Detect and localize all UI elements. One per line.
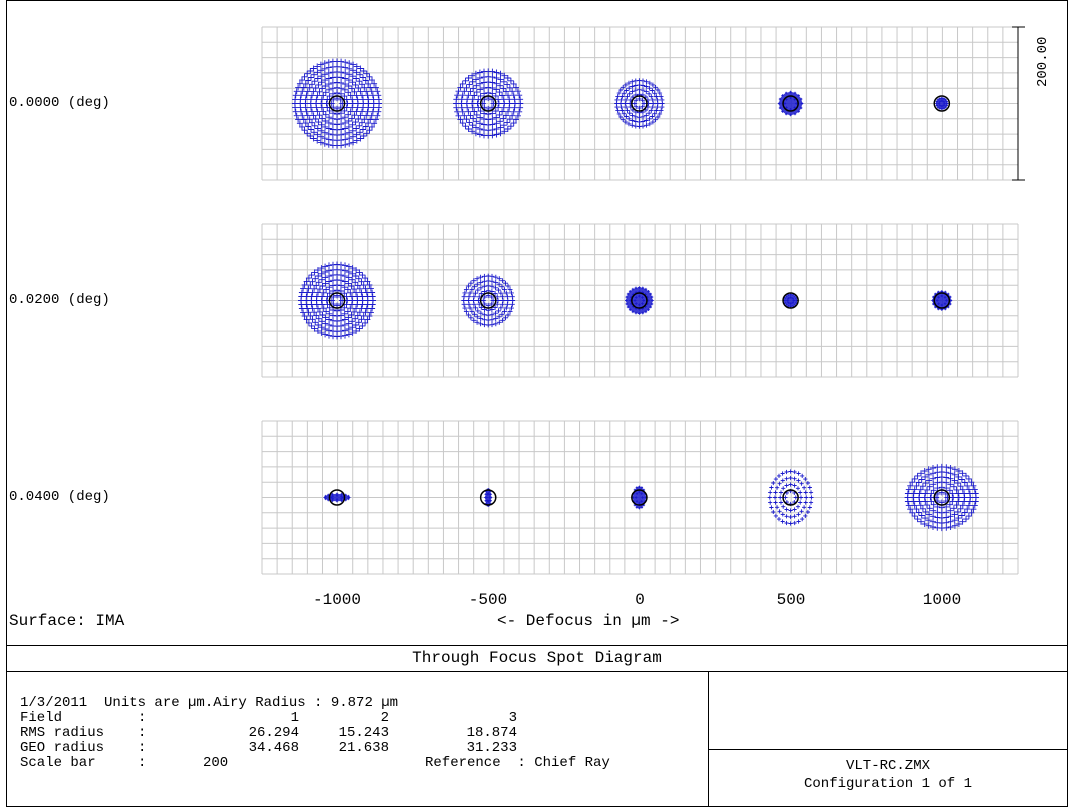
file-name: VLT-RC.ZMX [845,758,930,774]
airy-disk-circle [631,95,648,112]
x-tick-label: 1000 [922,591,962,609]
scale-bar-info: 200 [203,755,229,771]
spot [933,95,951,112]
spot-rays [291,58,383,149]
spot-fill [936,98,948,109]
spot [904,463,979,532]
airy-disk-circle [933,489,951,506]
spot-diagram-plot [261,26,1025,575]
rms-2: 15.243 [338,725,389,741]
spot-rays [935,96,949,111]
x-axis-label: <- Defocus in µm -> [497,612,680,630]
airy-disk-circle [933,292,951,309]
spot-fill [784,294,797,307]
airy-disk-circle [479,95,497,112]
spot [614,78,665,129]
field-1: 1 [290,710,299,726]
field-label-1: 0.0000 (deg) [9,95,110,111]
spot-fill [324,493,350,502]
spot-fill [485,489,491,506]
spot-rays [931,290,953,311]
spot-panel [261,26,1019,181]
spot-rays [904,463,979,532]
airy-disk-circle [782,489,799,506]
spot-rays [323,492,351,503]
field-2: 2 [380,710,389,726]
spot [291,58,383,149]
spot-rays [625,286,654,315]
spot-rays [298,261,376,340]
x-tick-label: -1000 [312,591,362,609]
spot-rays [783,293,798,308]
airy-disk-circle [328,95,346,112]
spot [631,485,648,510]
row-label-geo: GEO radius [20,740,105,756]
spot-rays [631,485,647,510]
spot [625,286,654,315]
row-sep: : [138,740,147,756]
airy-disk-circle [933,95,951,112]
surface-label: Surface: IMA [9,612,125,630]
info-panel: 1/3/2011 Units are µm.Airy Radius : 9.87… [7,671,1067,807]
spot [298,261,376,340]
row-label-scale: Scale bar [20,755,96,771]
reference: Reference : Chief Ray [425,755,610,771]
spot-rays [453,68,524,139]
row-label-field: Field [20,710,63,726]
airy-disk-circle [479,489,497,506]
geo-2: 21.638 [338,740,389,756]
row-sep: : [138,755,147,771]
x-tick-label: -500 [468,591,508,609]
geo-1: 34.468 [248,740,299,756]
chart-title: Through Focus Spot Diagram [412,649,662,667]
spot-fill [932,291,951,310]
spot-rays [461,273,516,328]
x-tick-label: 0 [635,591,645,609]
spot [931,290,953,311]
spot [777,90,804,117]
airy-disk-circle [631,489,648,506]
airy-disk-circle [479,292,497,309]
spot [479,488,497,507]
airy-disk-circle [328,292,346,309]
field-label-3: 0.0400 (deg) [9,489,110,505]
row-sep: : [138,725,147,741]
rms-3: 18.874 [466,725,517,741]
title-bar: Through Focus Spot Diagram [7,645,1067,672]
scale-bar [1012,26,1025,181]
rms-1: 26.294 [248,725,299,741]
airy-disk-circle [782,292,799,309]
geo-3: 31.233 [466,740,517,756]
x-tick-label: 500 [776,591,806,609]
spot-panel [261,223,1019,378]
airy-disk-circle [782,95,799,112]
field-3: 3 [508,710,517,726]
spot [461,273,516,328]
spot [767,469,814,526]
spot [782,292,799,309]
airy-disk-circle [328,489,346,506]
info-divider [708,749,1067,750]
row-sep: : [138,710,147,726]
info-header: 1/3/2011 Units are µm.Airy Radius : 9.87… [20,695,399,711]
spot-fill [632,486,646,509]
configuration: Configuration 1 of 1 [803,776,973,792]
spot-rays [767,469,814,526]
spot [453,68,524,139]
spot [323,489,351,506]
field-label-2: 0.0200 (deg) [9,292,110,308]
row-label-rms: RMS radius [20,725,105,741]
spot-rays [614,78,665,129]
spot-rays [777,90,804,117]
airy-disk-circle [631,292,648,309]
info-divider [708,671,709,807]
scale-bar-value: 200.00 [1035,36,1051,87]
